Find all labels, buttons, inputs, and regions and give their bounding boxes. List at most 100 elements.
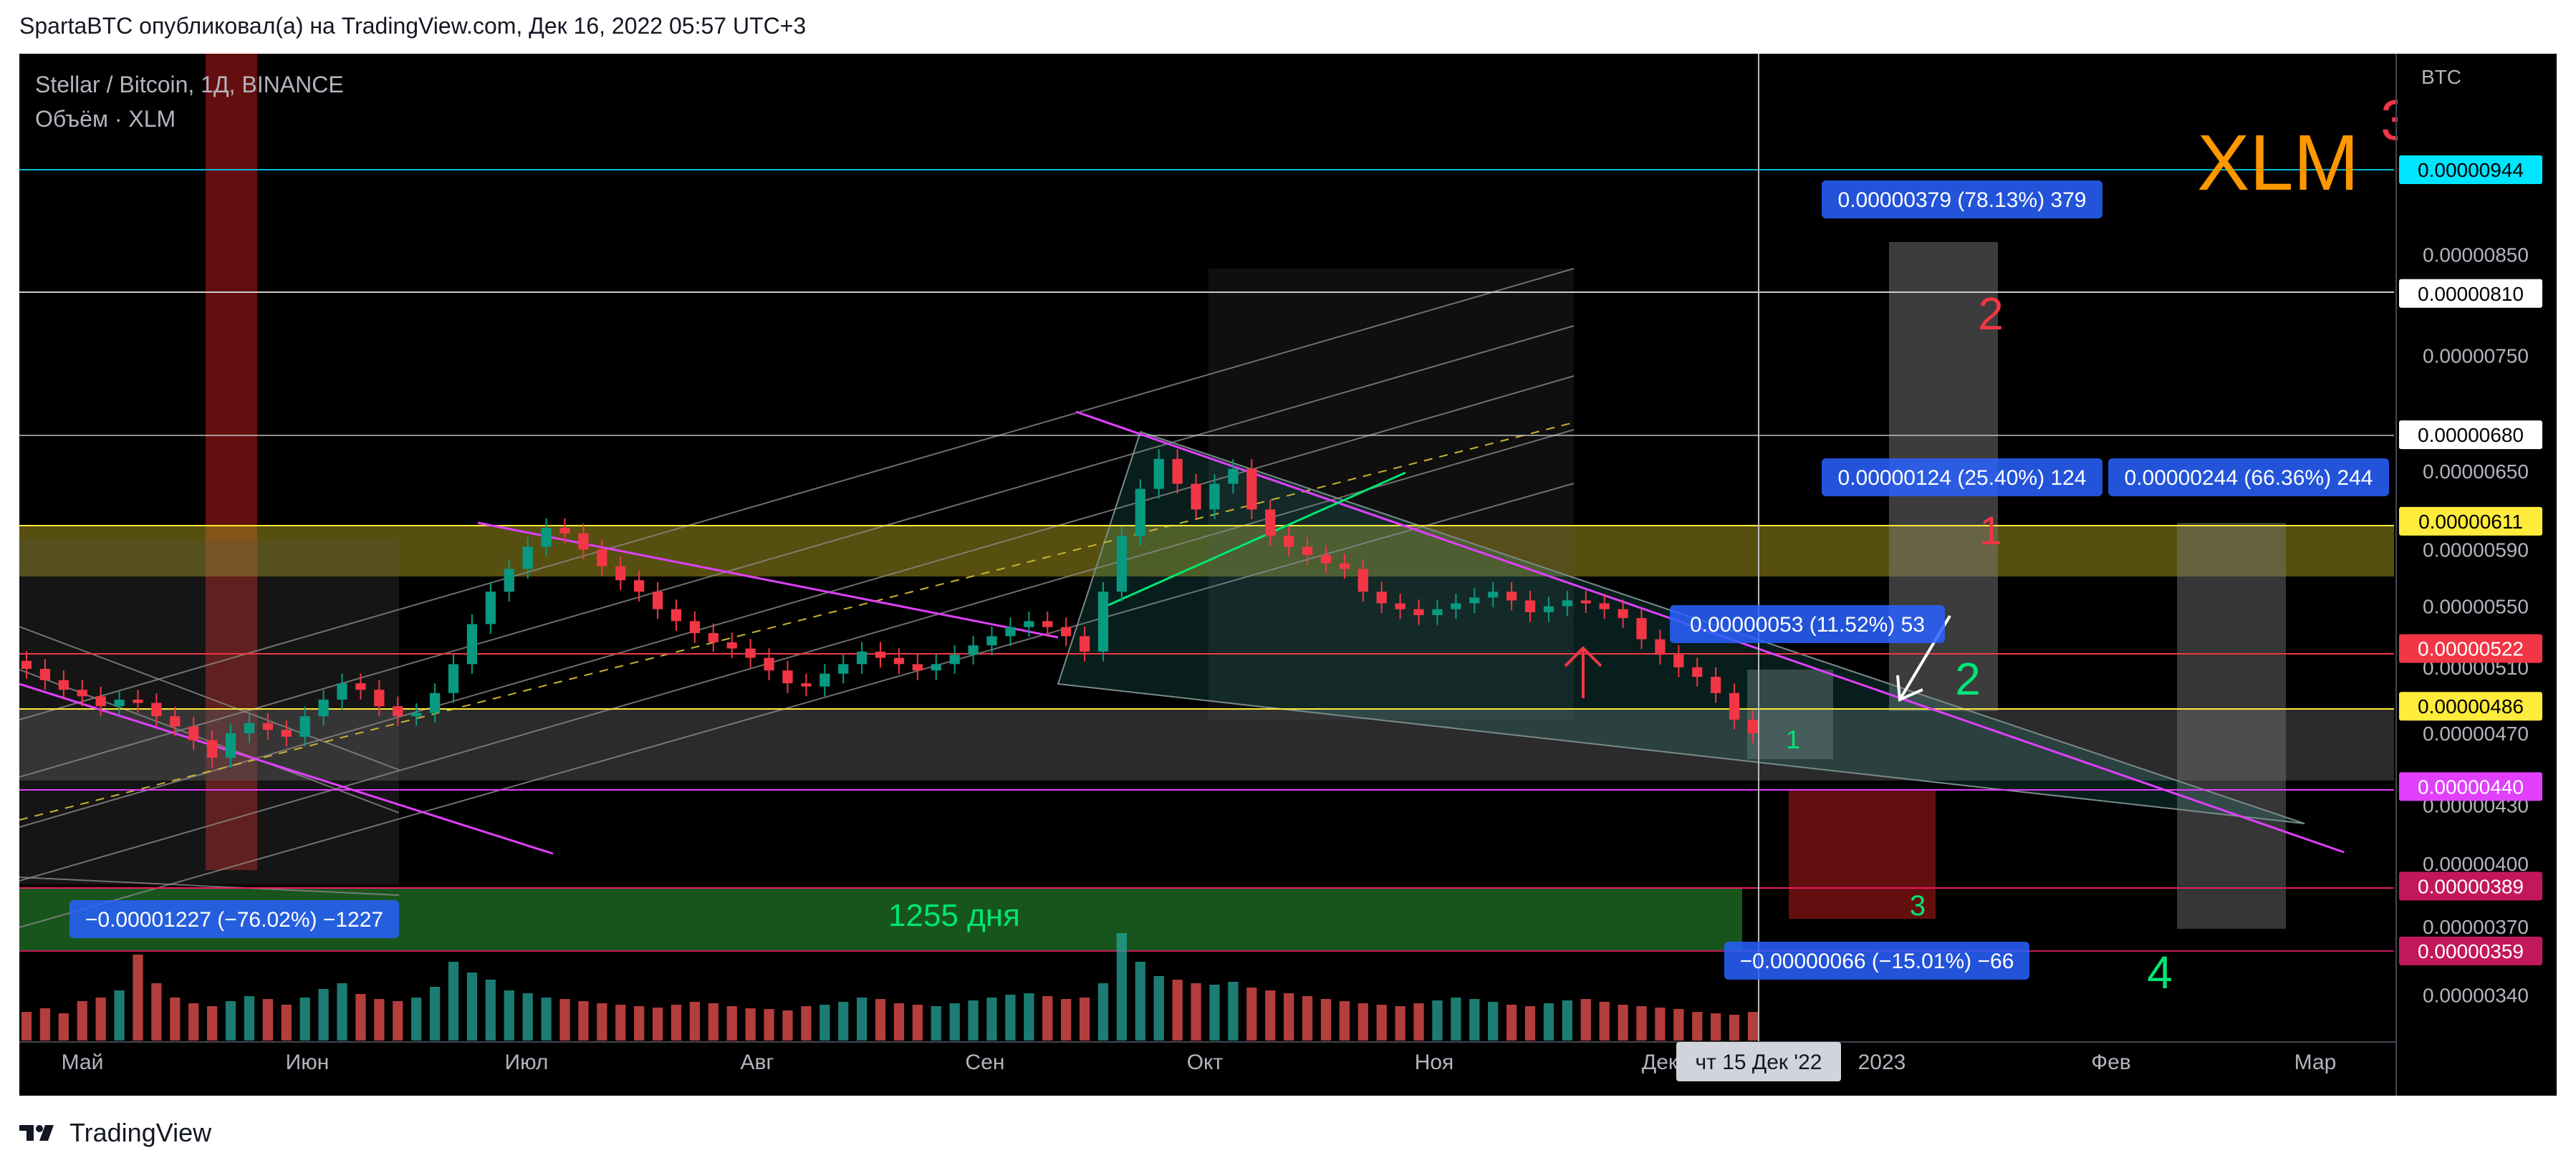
y-tick-label: 0.00000470	[2423, 723, 2529, 745]
x-tick-label: Май	[62, 1051, 104, 1074]
volume-bar	[262, 999, 274, 1041]
footer: TradingView	[19, 1117, 211, 1149]
candle-body	[95, 696, 106, 707]
candle-body	[857, 651, 868, 665]
svg-text:0.00000486: 0.00000486	[2418, 695, 2524, 718]
candle-body	[1005, 627, 1016, 637]
svg-text:0.00000522: 0.00000522	[2418, 638, 2524, 660]
measure-box-minus15	[1789, 790, 1936, 919]
chart-panel[interactable]: 2 1 2 1 3 4 1255 дня 0.00000379 (78.13%)…	[19, 54, 2557, 1096]
volume-bar	[1618, 1005, 1628, 1041]
volume-bar	[1320, 999, 1332, 1041]
volume-bar	[1265, 990, 1276, 1041]
candle-body	[225, 733, 236, 758]
volume-bar	[1209, 985, 1220, 1041]
annotation-red-2: 2	[1978, 288, 2004, 339]
svg-text:0.00000359: 0.00000359	[2418, 940, 2524, 962]
svg-text:0.00000379 (78.13%) 379: 0.00000379 (78.13%) 379	[1838, 188, 2087, 212]
svg-text:0.00000244 (66.36%) 244: 0.00000244 (66.36%) 244	[2125, 466, 2373, 490]
volume-bar	[912, 1005, 923, 1041]
candle-body	[764, 657, 774, 671]
volume-bar	[448, 962, 459, 1041]
candle-body	[1097, 592, 1109, 652]
price-level-tags: 0.00000944 0.00000810 0.00000680 0.00000611…	[2399, 155, 2542, 965]
volume-bar	[1079, 998, 1090, 1041]
volume-bar	[1580, 999, 1591, 1041]
volume-bar	[764, 1009, 774, 1041]
volume-bar	[1116, 933, 1128, 1041]
volume-bar	[1339, 1001, 1350, 1041]
candle-body	[578, 533, 589, 550]
y-tick-label: 0.00000750	[2423, 345, 2529, 367]
volume-bar	[337, 983, 347, 1041]
time-axis-labels: Май Июн Июл Авг Сен Окт Ноя Дек 2023 Фев Мар	[62, 1051, 2337, 1074]
volume-bar	[1488, 1002, 1499, 1041]
candle-body	[133, 699, 143, 703]
volume-bar	[244, 996, 255, 1041]
candle-body	[318, 699, 329, 717]
x-tick-label: Фев	[2091, 1051, 2130, 1074]
annotation-green-2: 2	[1955, 653, 1981, 705]
volume-bar	[671, 1005, 682, 1041]
candle-body	[1432, 609, 1443, 615]
annotation-green-3: 3	[1910, 890, 1926, 922]
volume-bar	[429, 987, 441, 1041]
candle-body	[559, 528, 570, 534]
candle-body	[1673, 655, 1684, 667]
candle-body	[708, 633, 719, 642]
chart-svg[interactable]: 2 1 2 1 3 4 1255 дня 0.00000379 (78.13%)…	[19, 54, 2557, 1096]
volume-bar	[504, 990, 514, 1041]
x-tick-label: Окт	[1187, 1051, 1224, 1074]
horizontal-levels	[19, 169, 2394, 952]
candle-body	[411, 713, 422, 717]
volume-bar	[857, 998, 868, 1041]
candle-body	[151, 703, 162, 717]
volume-bar	[207, 1006, 218, 1041]
candle-body	[1061, 627, 1072, 637]
volume-bar	[1432, 1000, 1443, 1041]
candle-body	[244, 723, 255, 733]
candle-body	[634, 580, 645, 592]
candle-body	[1636, 618, 1647, 639]
volume-bar	[1729, 1015, 1740, 1041]
price-axis-bg	[2398, 54, 2557, 1096]
candle-body	[1172, 458, 1183, 484]
candle-body	[1599, 603, 1610, 609]
volume-bar	[1562, 1000, 1572, 1041]
volume-bar	[318, 989, 329, 1041]
svg-text:0.00000389: 0.00000389	[2418, 875, 2524, 897]
green-trend-line	[1107, 471, 1406, 607]
candle-body	[1451, 603, 1461, 609]
svg-text:−0.00000066 (−15.01%) −66: −0.00000066 (−15.01%) −66	[1740, 950, 2014, 973]
volume-bar	[188, 1003, 199, 1041]
volume-bar	[745, 1008, 756, 1041]
candle-body	[1692, 667, 1703, 677]
volume-bar	[1135, 962, 1145, 1041]
price-level-tag: 0.00000389	[2399, 872, 2542, 901]
annotation-red-1: 1	[1979, 508, 2001, 553]
candle-body	[1246, 468, 1257, 510]
volume-bar	[374, 999, 385, 1041]
x-tick-label: Сен	[966, 1051, 1005, 1074]
x-tick-label: Ноя	[1415, 1051, 1454, 1074]
volume-bar	[726, 1006, 737, 1041]
publisher-header: SpartaBTC опубликовал(а) на TradingView.…	[19, 13, 807, 39]
candle-body	[39, 669, 51, 680]
candle-body	[504, 569, 514, 592]
volume-bar	[1636, 1006, 1647, 1041]
x-tick-label: Мар	[2294, 1051, 2337, 1074]
volume-bar	[170, 998, 181, 1041]
candle-body	[207, 740, 218, 758]
volume-bar	[1655, 1008, 1666, 1041]
candle-body	[1042, 621, 1053, 627]
candle-body	[337, 683, 347, 700]
volume-bar	[355, 994, 366, 1041]
candle-body	[1562, 600, 1572, 607]
measure-box-66	[2177, 523, 2286, 929]
candle-body	[671, 609, 682, 622]
volume-bar	[949, 1003, 960, 1041]
volume-bar	[1005, 995, 1016, 1041]
candle-body	[374, 690, 385, 707]
candle-body	[652, 592, 663, 609]
volume-bar	[615, 1005, 626, 1041]
